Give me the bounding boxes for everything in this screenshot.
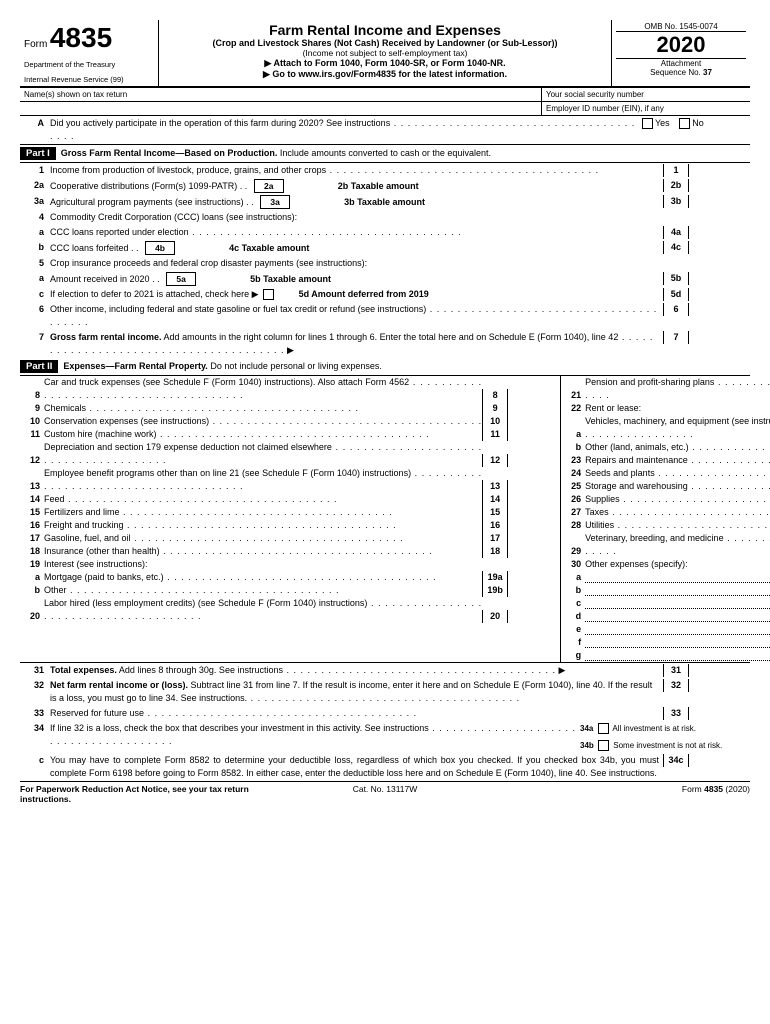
subtitle-2: (Income not subject to self-employment t… (165, 48, 605, 58)
omb: OMB No. 1545-0074 (616, 22, 746, 32)
form-title: Farm Rental Income and Expenses (165, 22, 605, 38)
part-1-body: 1Income from production of livestock, pr… (20, 163, 750, 358)
yes-checkbox[interactable] (642, 118, 653, 129)
expense-left-col: 8Car and truck expenses (see Schedule F … (20, 376, 561, 662)
ein-label: Employer ID number (EIN), if any (542, 102, 750, 115)
dept-2: Internal Revenue Service (99) (24, 75, 154, 84)
header-right: OMB No. 1545-0074 2020 Attachment Sequen… (611, 20, 750, 86)
ein-row: Employer ID number (EIN), if any (20, 102, 750, 116)
header: Form 4835 Department of the Treasury Int… (20, 20, 750, 88)
form-word: Form (24, 39, 47, 50)
footer: For Paperwork Reduction Act Notice, see … (20, 781, 750, 804)
names-label: Name(s) shown on tax return (20, 88, 542, 101)
attach-note: ▶ Attach to Form 1040, Form 1040-SR, or … (165, 58, 605, 69)
no-checkbox[interactable] (679, 118, 690, 129)
line-a: A Did you actively participate in the op… (20, 116, 750, 145)
header-center: Farm Rental Income and Expenses (Crop an… (159, 20, 611, 86)
expense-right-col: 21Pension and profit-sharing plans2122Re… (561, 376, 770, 662)
bottom-section: 31Total expenses. Add lines 8 through 30… (20, 663, 750, 781)
form-number: 4835 (50, 22, 112, 53)
part-1-header: Part I Gross Farm Rental Income—Based on… (20, 145, 750, 163)
attachment-label: Attachment (616, 59, 746, 68)
form-4835: Form 4835 Department of the Treasury Int… (20, 20, 750, 804)
part-2-header: Part II Expenses—Farm Rental Property. D… (20, 358, 750, 376)
sequence: Sequence No. 37 (616, 68, 746, 77)
tax-year: 2020 (616, 32, 746, 59)
header-left: Form 4835 Department of the Treasury Int… (20, 20, 159, 86)
expense-columns: 8Car and truck expenses (see Schedule F … (20, 376, 750, 663)
names-row: Name(s) shown on tax return Your social … (20, 88, 750, 102)
goto-note: ▶ Go to www.irs.gov/Form4835 for the lat… (165, 69, 605, 80)
subtitle-1: (Crop and Livestock Shares (Not Cash) Re… (165, 38, 605, 48)
ssn-label: Your social security number (542, 88, 750, 101)
dept-1: Department of the Treasury (24, 60, 154, 69)
